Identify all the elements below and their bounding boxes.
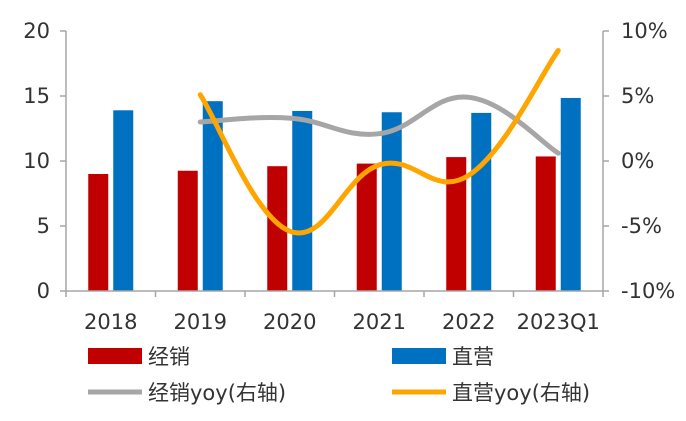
bar-1-2021: [382, 112, 402, 291]
right-tick-label: 10%: [621, 19, 668, 43]
line-layer: [200, 50, 558, 233]
legend-swatch-1: [392, 348, 446, 364]
x-tick-label: 2018: [84, 310, 137, 334]
x-tick-label: 2022: [442, 310, 495, 334]
bar-0-2018: [88, 174, 108, 291]
left-tick-label: 0: [37, 279, 50, 303]
bar-1-2022: [471, 113, 491, 291]
legend-label-2: 经销yoy(右轴): [148, 381, 286, 405]
x-tick-label: 2019: [174, 310, 227, 334]
bar-1-2020: [292, 111, 312, 291]
left-tick-label: 10: [23, 149, 50, 173]
x-tick-label: 2021: [353, 310, 406, 334]
right-tick-label: 0%: [621, 149, 654, 173]
right-tick-label: 5%: [621, 84, 654, 108]
x-tick-label: 2020: [263, 310, 316, 334]
bar-0-2021: [357, 164, 377, 291]
legend-label-1: 直营: [452, 345, 494, 369]
legend-label-3: 直营yoy(右轴): [452, 381, 590, 405]
right-tick-label: -10%: [621, 279, 675, 303]
right-tick-label: -5%: [621, 214, 662, 238]
x-tick-label: 2023Q1: [517, 310, 600, 334]
bar-0-2019: [178, 171, 198, 291]
line-series-0: [200, 97, 558, 153]
line-series-1: [200, 51, 558, 234]
left-tick-label: 5: [37, 214, 50, 238]
left-tick-label: 15: [23, 84, 50, 108]
bar-1-2018: [113, 110, 133, 291]
bar-1-2023Q1: [561, 98, 581, 291]
legend-swatch-0: [88, 348, 142, 364]
left-tick-label: 20: [23, 19, 50, 43]
bar-0-2023Q1: [536, 156, 556, 291]
legend-label-0: 经销: [148, 345, 190, 369]
